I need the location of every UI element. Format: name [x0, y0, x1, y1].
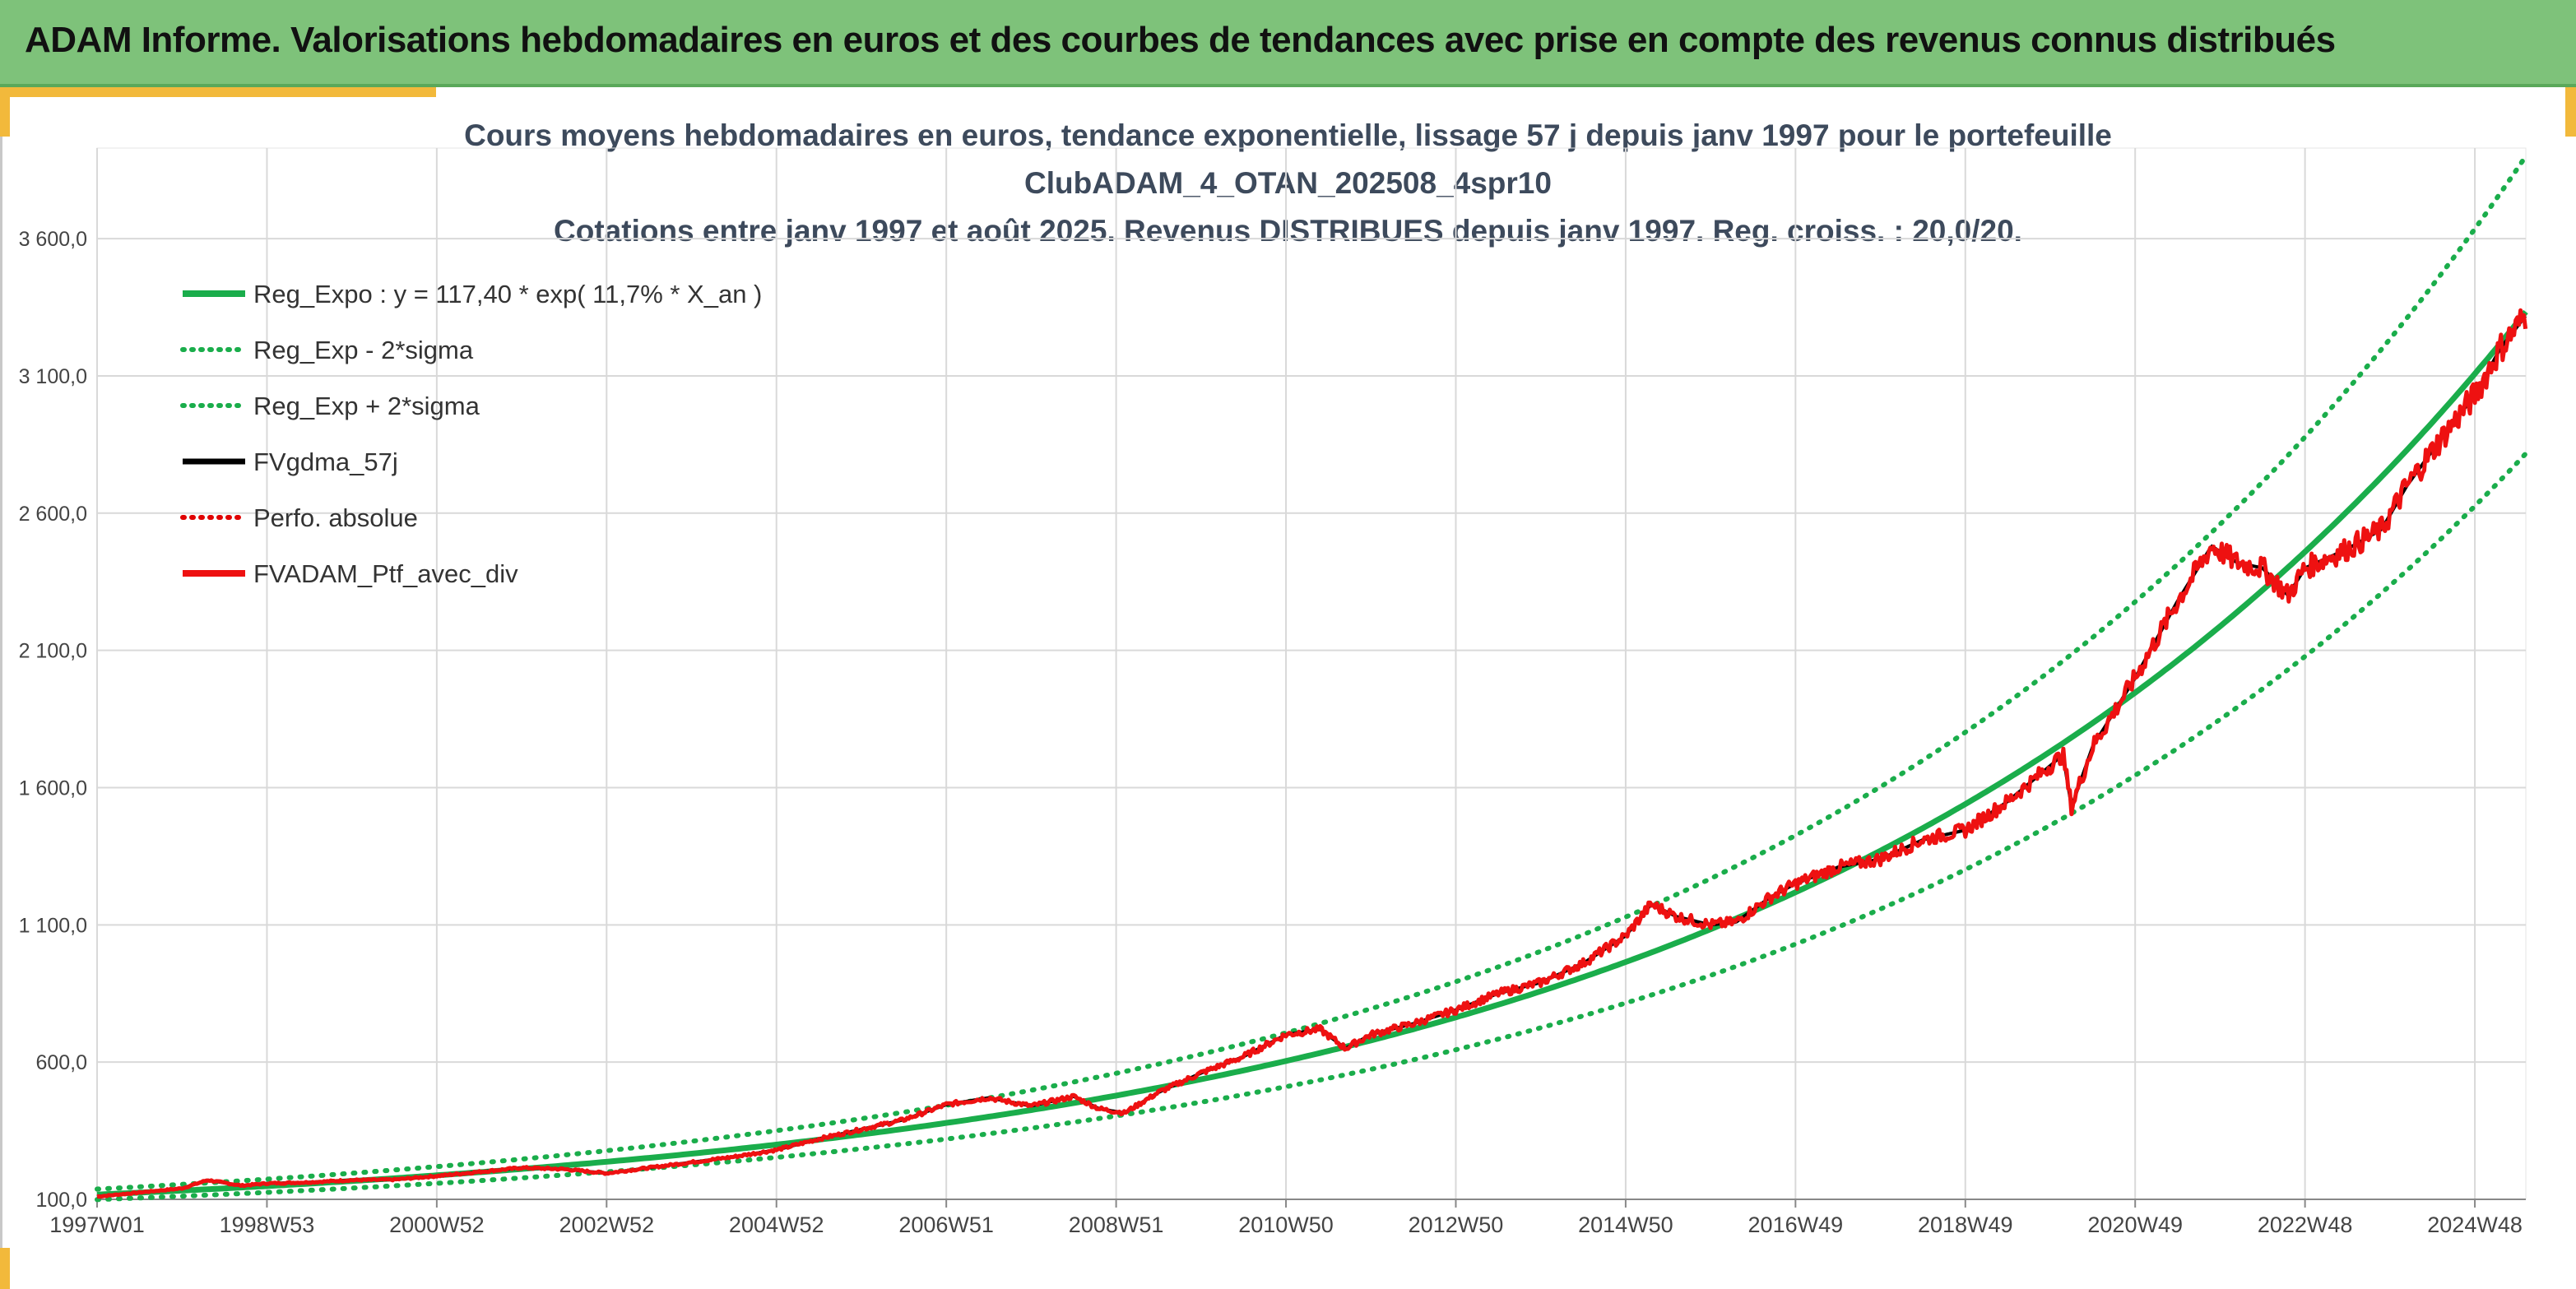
x-tick-label: 2010W50: [1238, 1212, 1334, 1237]
series-upper-band: [95, 153, 2528, 1192]
page-title: ADAM Informe. Valorisations hebdomadaire…: [25, 20, 2336, 60]
legend-label: Perfo. absolue: [253, 503, 418, 532]
x-tick-label: 2004W52: [729, 1212, 824, 1237]
chart-title-line-2: ClubADAM_4_OTAN_202508_4spr10: [1024, 166, 1552, 200]
x-tick-label: 2018W49: [1918, 1212, 2013, 1237]
corner-accent: [0, 87, 10, 137]
chart-title-block: Cours moyens hebdomadaires en euros, ten…: [0, 112, 2576, 255]
legend-label: FVgdma_57j: [253, 447, 398, 476]
y-tick-label: 3 100,0: [19, 365, 87, 388]
chart-title-line-1: Cours moyens hebdomadaires en euros, ten…: [464, 118, 2112, 152]
chart-title-line-3: Cotations entre janv 1997 et août 2025. …: [554, 214, 2022, 248]
legend-label: Reg_Exp + 2*sigma: [253, 392, 480, 420]
y-tick-label: 600,0: [35, 1051, 87, 1074]
corner-accent: [2565, 87, 2576, 137]
y-tick-label: 100,0: [35, 1189, 87, 1212]
series-smoothed: [96, 314, 2527, 1199]
x-tick-label: 2000W52: [389, 1212, 485, 1237]
legend-label: Reg_Exp - 2*sigma: [253, 336, 474, 364]
axes: 100,0 600,0 1 100,0 1 600,0 2 100,0 2 600,0 3 …: [19, 228, 2526, 1237]
frame-border: [0, 87, 8, 1289]
y-tick-label: 3 600,0: [19, 228, 87, 251]
y-tick-label: 2 100,0: [19, 640, 87, 663]
x-tick-label: 2024W48: [2427, 1212, 2523, 1237]
corner-accent: [0, 1248, 10, 1289]
page-header: ADAM Informe. Valorisations hebdomadaire…: [0, 0, 2576, 87]
x-tick-label: 2002W52: [559, 1212, 655, 1237]
x-tick-label: 1997W01: [49, 1212, 145, 1237]
plot-area: [95, 153, 2528, 1203]
legend: Reg_Expo : y = 117,40 * exp( 11,7% * X_a…: [180, 280, 762, 588]
x-tick-label: 2012W50: [1409, 1212, 1504, 1237]
x-tick-label: 2016W49: [1748, 1212, 1844, 1237]
series-lower-band: [95, 451, 2528, 1203]
x-tick-label: 2008W51: [1069, 1212, 1164, 1237]
x-tick-label: 2006W51: [898, 1212, 994, 1237]
y-tick-label: 1 600,0: [19, 777, 87, 800]
y-tick-label: 2 600,0: [19, 503, 87, 526]
x-tick-label: 1998W53: [220, 1212, 315, 1237]
x-tick-label: 2020W49: [2087, 1212, 2183, 1237]
x-tick-label: 2022W48: [2258, 1212, 2353, 1237]
series-portfolio: [96, 308, 2528, 1199]
corner-accent: [0, 87, 436, 97]
y-tick-label: 1 100,0: [19, 914, 87, 937]
legend-label: FVADAM_Ptf_avec_div: [253, 559, 518, 588]
x-tick-label: 2014W50: [1578, 1212, 1673, 1237]
legend-label: Reg_Expo : y = 117,40 * exp( 11,7% * X_a…: [253, 280, 762, 308]
